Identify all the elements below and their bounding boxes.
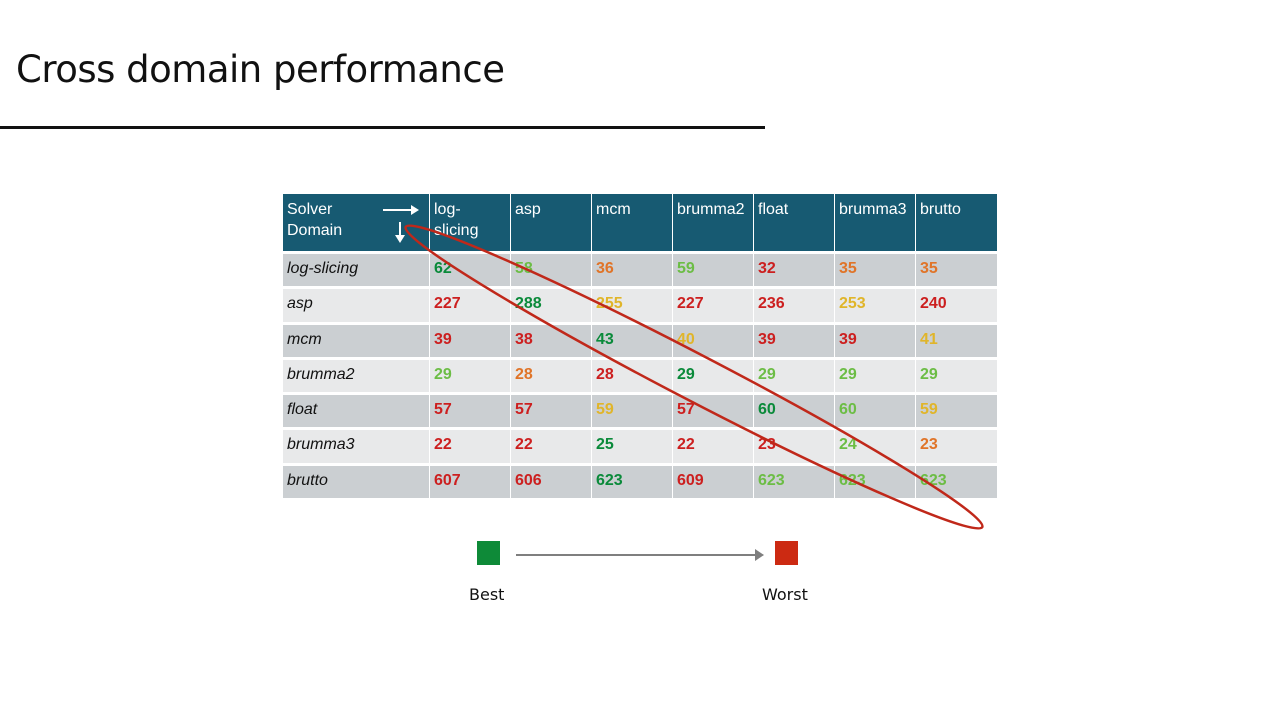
table-cell: 623 bbox=[592, 465, 673, 502]
row-header: brutto bbox=[283, 465, 430, 502]
arrow-right-icon bbox=[383, 205, 419, 215]
table-header-row: Solver Domain log-slicing asp mcm brumma2 fl… bbox=[283, 194, 997, 254]
table-cell: 623 bbox=[835, 465, 916, 502]
column-header-label: brutto bbox=[920, 201, 961, 218]
table-cell: 29 bbox=[673, 359, 754, 396]
table-cell: 29 bbox=[754, 359, 835, 396]
legend-worst-swatch bbox=[775, 541, 798, 565]
table-cell: 57 bbox=[673, 395, 754, 431]
table-cell: 57 bbox=[430, 395, 511, 431]
table-cell: 28 bbox=[511, 359, 592, 396]
column-header-label-line2: slicing bbox=[434, 222, 479, 239]
table-cell: 25 bbox=[592, 430, 673, 466]
column-header-label: asp bbox=[515, 201, 541, 218]
table-cell: 58 bbox=[511, 254, 592, 290]
legend-worst-label: Worst bbox=[762, 585, 808, 604]
table-cell: 39 bbox=[835, 324, 916, 360]
column-header-5: brumma3 bbox=[835, 194, 916, 254]
table-row: brumma2 29 28 28 29 29 29 29 bbox=[283, 359, 997, 396]
column-header-label: mcm bbox=[596, 201, 631, 218]
table-cell: 36 bbox=[592, 254, 673, 290]
table-cell: 29 bbox=[916, 359, 997, 396]
table-row: mcm 39 38 43 40 39 39 41 bbox=[283, 324, 997, 360]
column-header-2: mcm bbox=[592, 194, 673, 254]
table-row: asp 227 288 255 227 236 253 240 bbox=[283, 289, 997, 325]
table-cell: 43 bbox=[592, 324, 673, 360]
table-cell: 22 bbox=[673, 430, 754, 466]
table-cell: 59 bbox=[592, 395, 673, 431]
column-header-4: float bbox=[754, 194, 835, 254]
table-cell: 32 bbox=[754, 254, 835, 290]
table-cell: 609 bbox=[673, 465, 754, 502]
table-cell: 623 bbox=[916, 465, 997, 502]
legend-arrow-icon bbox=[516, 549, 764, 561]
table-cell: 35 bbox=[916, 254, 997, 290]
legend-best-swatch bbox=[477, 541, 500, 565]
column-header-label: log- bbox=[434, 201, 461, 218]
table-cell: 227 bbox=[673, 289, 754, 325]
table-cell: 606 bbox=[511, 465, 592, 502]
table-cell: 39 bbox=[430, 324, 511, 360]
table-cell: 57 bbox=[511, 395, 592, 431]
table-cell: 23 bbox=[754, 430, 835, 466]
arrow-down-icon bbox=[395, 222, 405, 243]
table-cell: 39 bbox=[754, 324, 835, 360]
table-cell: 623 bbox=[754, 465, 835, 502]
column-header-label: brumma3 bbox=[839, 201, 907, 218]
table-cell: 22 bbox=[430, 430, 511, 466]
row-header: brumma3 bbox=[283, 430, 430, 466]
title-rule bbox=[0, 126, 765, 129]
table-cell: 288 bbox=[511, 289, 592, 325]
table-cell: 62 bbox=[430, 254, 511, 290]
table-cell: 29 bbox=[430, 359, 511, 396]
table-row: float 57 57 59 57 60 60 59 bbox=[283, 395, 997, 431]
legend-best-label: Best bbox=[469, 585, 505, 604]
column-header-0: log-slicing bbox=[430, 194, 511, 254]
table-cell: 255 bbox=[592, 289, 673, 325]
table-cell: 60 bbox=[754, 395, 835, 431]
table-cell: 60 bbox=[835, 395, 916, 431]
row-header: brumma2 bbox=[283, 359, 430, 396]
table-cell: 59 bbox=[916, 395, 997, 431]
table-cell: 28 bbox=[592, 359, 673, 396]
table-cell: 227 bbox=[430, 289, 511, 325]
table-cell: 240 bbox=[916, 289, 997, 325]
column-header-label: float bbox=[758, 201, 789, 218]
row-header: log-slicing bbox=[283, 254, 430, 290]
table-cell: 29 bbox=[835, 359, 916, 396]
table-cell: 59 bbox=[673, 254, 754, 290]
table-cell: 607 bbox=[430, 465, 511, 502]
table-cell: 40 bbox=[673, 324, 754, 360]
row-header: float bbox=[283, 395, 430, 431]
column-header-label: brumma2 bbox=[677, 201, 745, 218]
solver-label: Solver bbox=[287, 201, 333, 218]
table-cell: 23 bbox=[916, 430, 997, 466]
column-header-6: brutto bbox=[916, 194, 997, 254]
performance-table: Solver Domain log-slicing asp mcm brumma2 fl… bbox=[283, 194, 997, 502]
table-row: brutto 607 606 623 609 623 623 623 bbox=[283, 465, 997, 502]
row-header: mcm bbox=[283, 324, 430, 360]
table-cell: 22 bbox=[511, 430, 592, 466]
table-row: log-slicing 62 58 36 59 32 35 35 bbox=[283, 254, 997, 290]
table-cell: 253 bbox=[835, 289, 916, 325]
table-cell: 24 bbox=[835, 430, 916, 466]
table-cell: 41 bbox=[916, 324, 997, 360]
column-header-1: asp bbox=[511, 194, 592, 254]
table-row: brumma3 22 22 25 22 23 24 23 bbox=[283, 430, 997, 466]
row-header: asp bbox=[283, 289, 430, 325]
table-cell: 236 bbox=[754, 289, 835, 325]
domain-label: Domain bbox=[287, 222, 343, 239]
corner-header: Solver Domain bbox=[283, 194, 430, 254]
column-header-3: brumma2 bbox=[673, 194, 754, 254]
table-cell: 38 bbox=[511, 324, 592, 360]
table-cell: 35 bbox=[835, 254, 916, 290]
slide-title: Cross domain performance bbox=[16, 48, 505, 91]
